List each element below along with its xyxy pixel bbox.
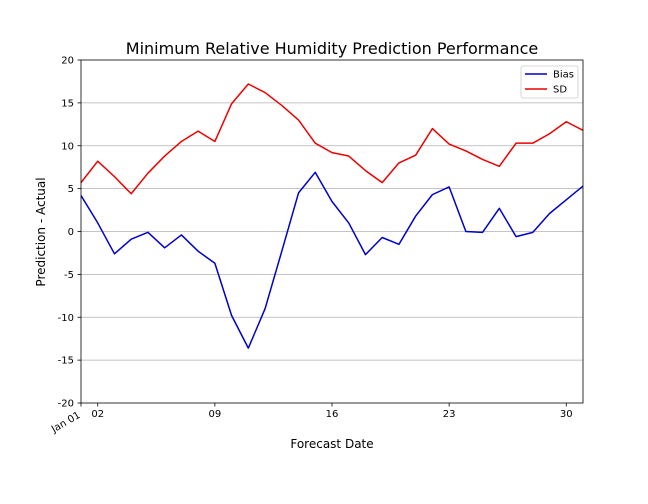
x-tick-label: 09: [208, 409, 221, 420]
legend: Bias SD: [520, 65, 579, 99]
y-tick-label: 0: [68, 227, 74, 238]
series-line-bias: [80, 171, 584, 349]
x-tick-label: 16: [326, 409, 339, 420]
legend-label: Bias: [553, 70, 574, 81]
plot-frame: [80, 59, 584, 404]
y-tick-label: -15: [58, 356, 74, 367]
chart-title: Minimum Relative Humidity Prediction Per…: [126, 39, 538, 58]
x-tick-label: 30: [560, 409, 573, 420]
y-axis-ticks: -20 -15 -10 -5 0 5 10 15 20: [58, 56, 81, 410]
x-tick-label: 23: [443, 409, 456, 420]
y-tick-label: 20: [61, 56, 74, 67]
y-axis-label: Prediction - Actual: [34, 177, 48, 286]
series-lines: [80, 83, 584, 349]
y-tick-label: 15: [61, 98, 74, 109]
x-tick-label: Jan 01: [49, 410, 82, 436]
y-tick-label: 10: [61, 141, 74, 152]
grid-lines: [81, 102, 583, 361]
y-tick-label: 5: [68, 184, 74, 195]
y-tick-label: -20: [58, 399, 74, 410]
x-tick-label: 02: [91, 409, 104, 420]
y-tick-label: -5: [64, 270, 74, 281]
series-line-sd: [80, 83, 584, 195]
legend-label: SD: [553, 85, 567, 96]
x-axis-ticks: Jan 01 02 09 16 23 30: [49, 403, 573, 436]
x-axis-label: Forecast Date: [290, 437, 373, 451]
y-tick-label: -10: [58, 313, 74, 324]
